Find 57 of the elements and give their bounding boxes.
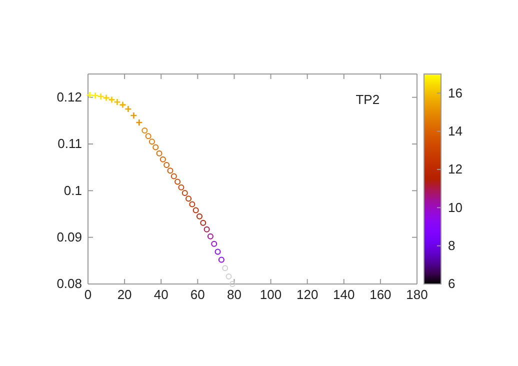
- x-tick-label: 120: [296, 287, 318, 302]
- x-tick-label: 100: [260, 287, 282, 302]
- point: [207, 233, 214, 240]
- point: [218, 256, 224, 263]
- point: [142, 127, 148, 134]
- x-tick-label: 140: [333, 287, 355, 302]
- point: [214, 248, 221, 255]
- point: [186, 196, 192, 202]
- point: [222, 265, 228, 272]
- color-bar-label: 12: [448, 162, 462, 177]
- point: [229, 281, 236, 287]
- point: [102, 94, 110, 102]
- color-bar-label: 10: [448, 200, 462, 215]
- x-tick-label: 40: [154, 287, 168, 302]
- color-bar-label: 16: [448, 85, 462, 100]
- point: [189, 201, 196, 208]
- point: [196, 213, 202, 220]
- point: [152, 144, 159, 150]
- point: [182, 190, 188, 196]
- point: [167, 168, 174, 174]
- color-bar-label: 14: [448, 123, 462, 138]
- color-bar-label: 8: [448, 238, 456, 253]
- point: [119, 101, 126, 108]
- point: [145, 133, 152, 140]
- point: [164, 162, 170, 168]
- x-tick-label: 0: [84, 287, 92, 302]
- point: [204, 226, 210, 232]
- x-tick-label: 180: [406, 287, 428, 302]
- point: [114, 98, 121, 106]
- point: [192, 207, 199, 214]
- point: [174, 178, 181, 185]
- y-tick-label: 0.09: [56, 229, 82, 244]
- point: [211, 240, 218, 247]
- point: [124, 105, 132, 113]
- point: [130, 112, 138, 120]
- y-tick-label: 0.1: [64, 182, 82, 198]
- x-tick-label: 160: [370, 287, 392, 302]
- point: [226, 274, 232, 280]
- point: [148, 138, 155, 145]
- y-tick-label: 0.12: [56, 89, 82, 104]
- annotation: TP2: [356, 92, 380, 107]
- x-tick-label: 80: [226, 287, 242, 302]
- point: [170, 173, 177, 180]
- point: [108, 96, 116, 104]
- point: [86, 91, 94, 99]
- point: [160, 156, 166, 162]
- point: [136, 118, 143, 126]
- x-tick-label: 20: [117, 287, 132, 302]
- y-tick-label: 0.08: [56, 276, 82, 292]
- point: [200, 220, 206, 226]
- point: [92, 92, 99, 100]
- point: [178, 184, 184, 190]
- x-tick-label: 60: [190, 287, 205, 302]
- point: [97, 92, 104, 100]
- color-bar-label: 6: [448, 276, 456, 292]
- point: [156, 150, 162, 156]
- y-tick-label: 0.11: [58, 136, 82, 152]
